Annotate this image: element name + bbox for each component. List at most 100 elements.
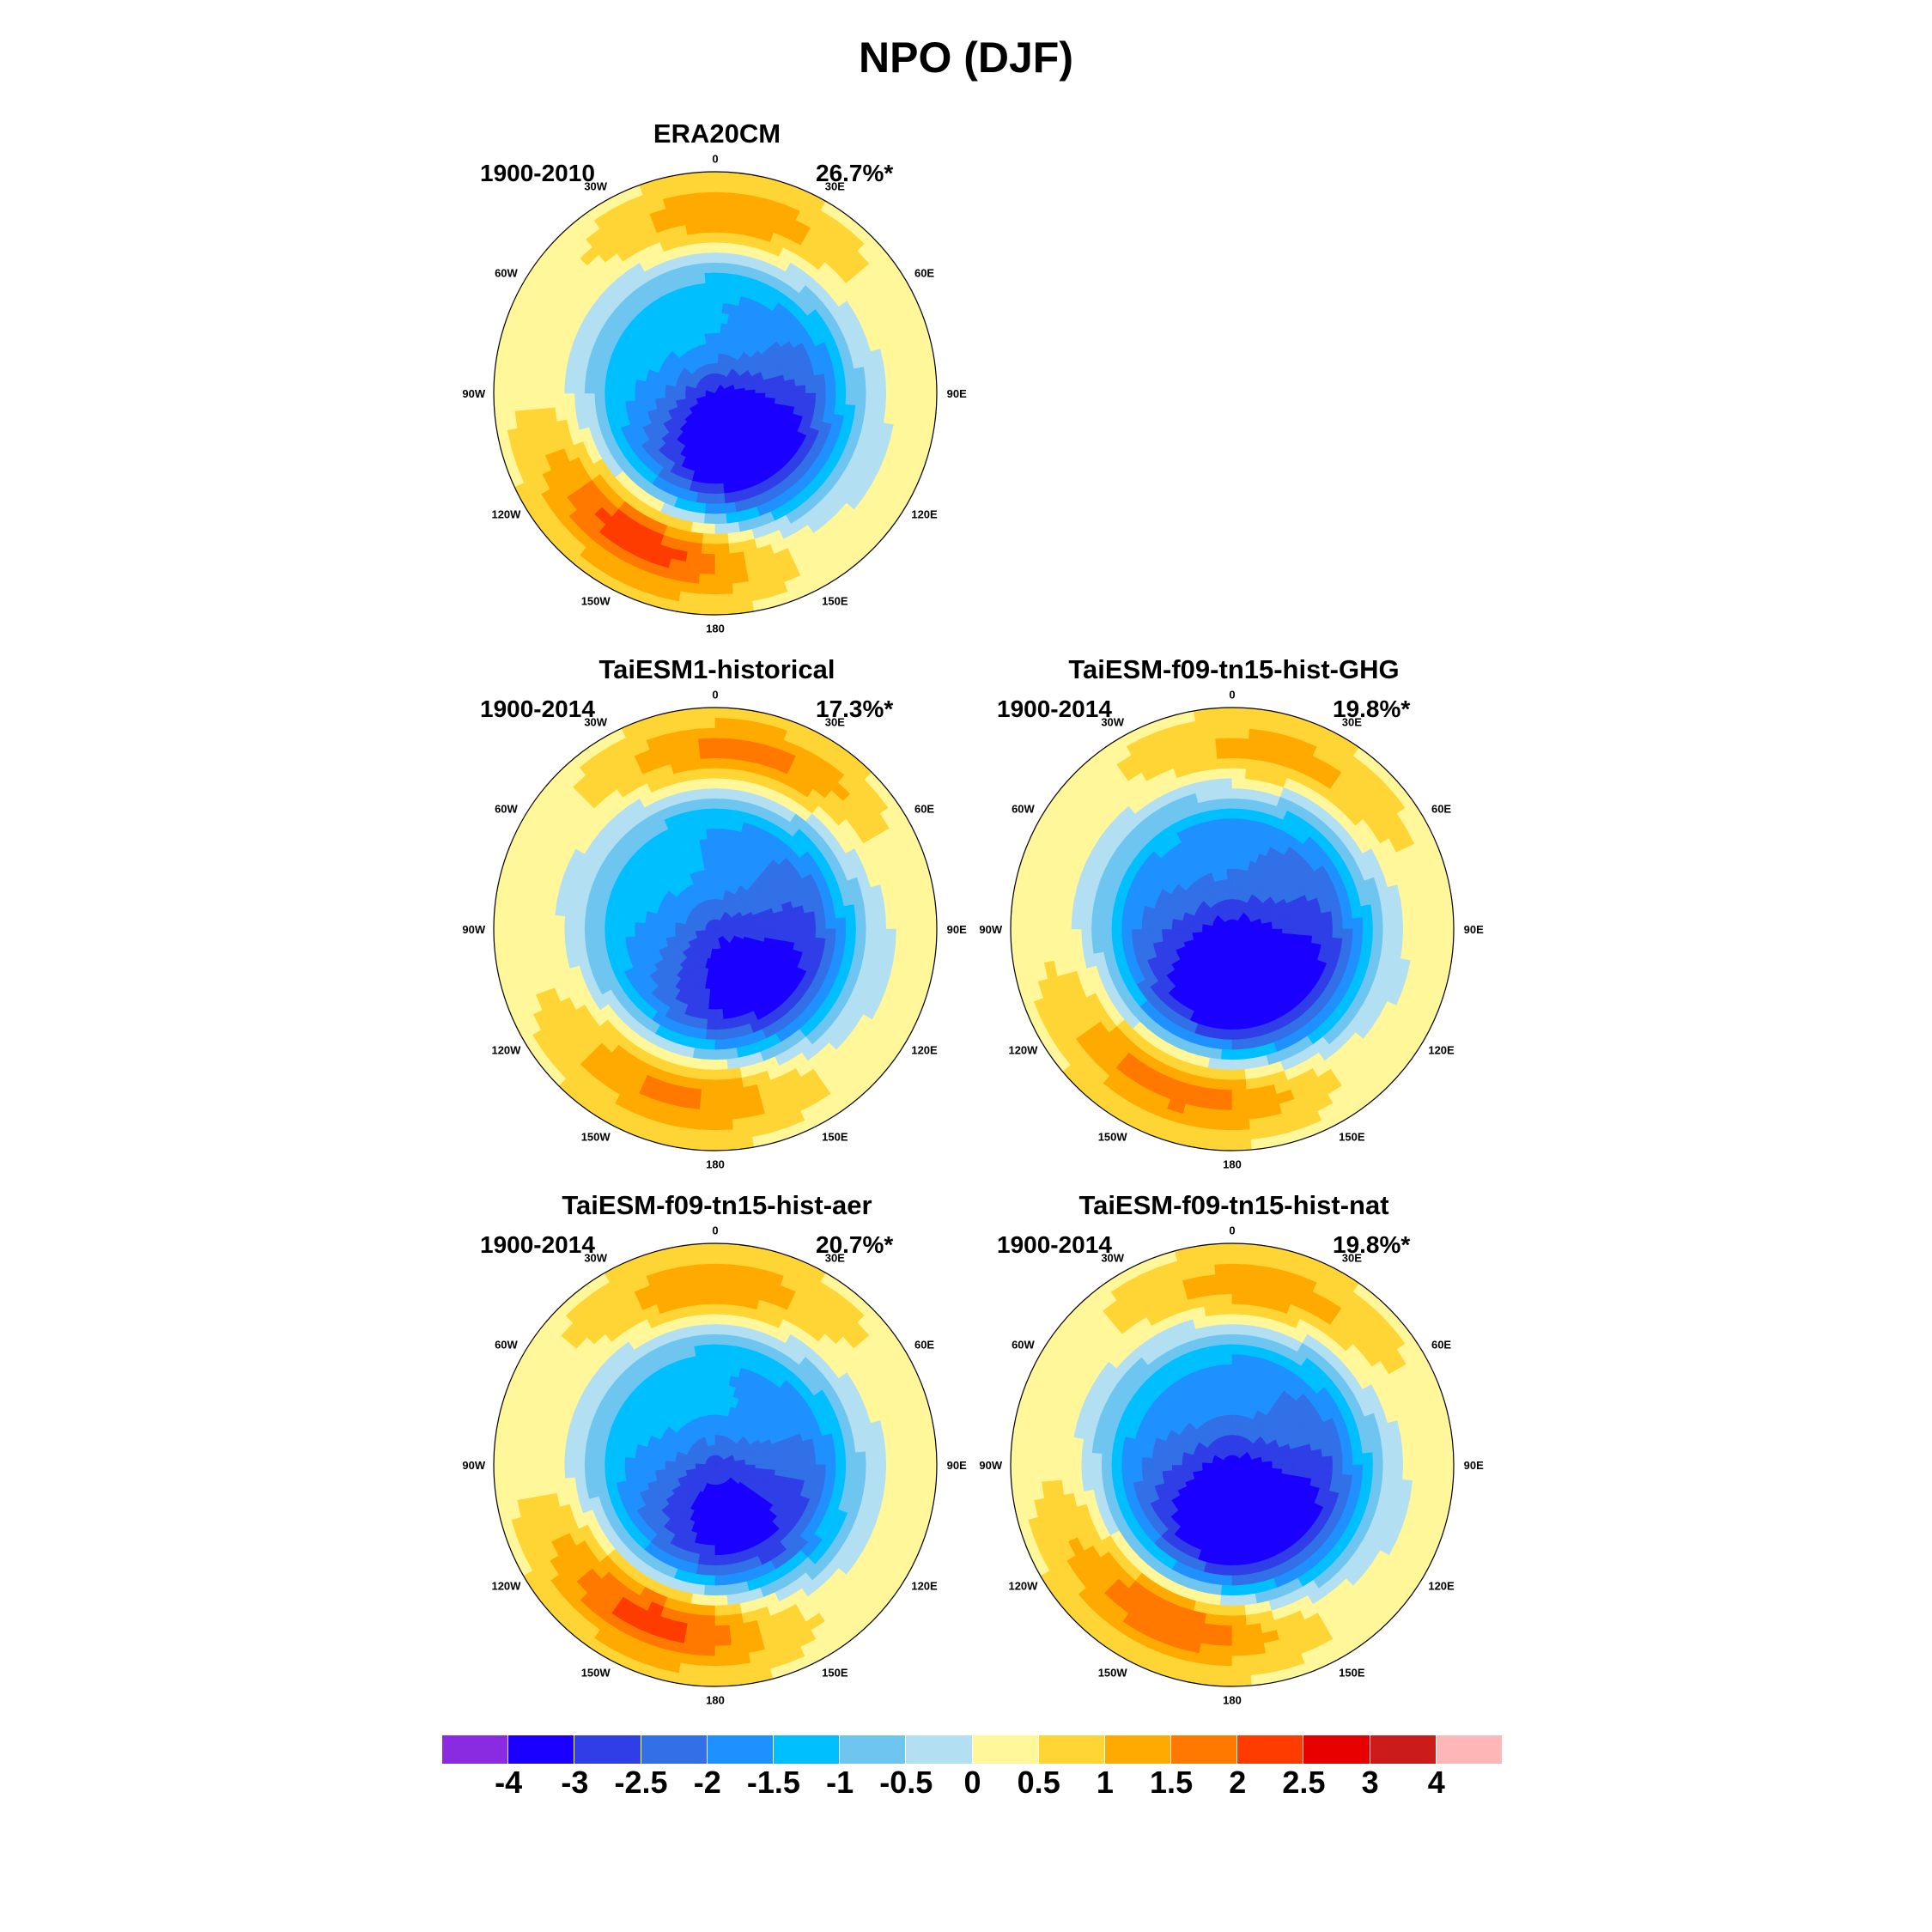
longitude-label: 120W [491,508,521,521]
longitude-label: 90W [979,1459,1002,1472]
polar-map: 180 150W 150E 120W 120E 90W 90E 60W 60E 30W 30E 0 [462,689,967,1170]
longitude-label: 0 [1229,689,1235,702]
longitude-label: 180 [1223,1157,1242,1170]
longitude-label: 180 [706,1693,725,1705]
field-shading [494,708,937,1151]
longitude-label: 180 [706,622,725,634]
colorbar-tick-label: 0 [963,1765,981,1800]
colorbar-box [442,1735,509,1764]
panel-title: TaiESM1-historical [598,654,835,684]
figure-title: NPO (DJF) [859,33,1073,82]
longitude-label: 150E [822,594,848,607]
polar-map: 180 150W 150E 120W 120E 90W 90E 60W 60E 30W 30E 0 [979,689,1484,1170]
colorbar-tick-label: -3 [561,1765,589,1800]
longitude-label: 30W [584,716,607,729]
panel-title: ERA20CM [653,118,781,149]
colorbar-tick-label: 1.5 [1150,1765,1194,1800]
colorbar-box [906,1735,973,1764]
longitude-label: 0 [712,1224,718,1237]
longitude-label: 120W [1008,1044,1038,1057]
colorbar-box [1237,1735,1304,1764]
polar-map: 180 150W 150E 120W 120E 90W 90E 60W 60E 30W 30E 0 [462,1224,967,1705]
map-panel-hist-ghg: TaiESM-f09-tn15-hist-GHG 1900-2014 19.8%… [959,654,1509,1170]
longitude-label: 30E [825,1252,845,1265]
colorbar-box [1171,1735,1238,1764]
colorbar-box [972,1735,1039,1764]
longitude-label: 60E [914,802,934,815]
panel-period: 1900-2014 [997,1231,1112,1258]
colorbar-box [1104,1735,1172,1764]
colorbar-tick-label: -2 [693,1765,721,1800]
panel-period: 1900-2010 [480,160,595,186]
longitude-label: 150E [822,1130,848,1143]
longitude-label: 150E [1339,1666,1365,1679]
panel-period: 1900-2014 [997,696,1112,722]
longitude-label: 90E [1464,1459,1484,1472]
longitude-label: 0 [1229,1224,1235,1237]
colorbar-box [1370,1735,1437,1764]
longitude-label: 150W [1098,1666,1128,1679]
panel-variance: 26.7%* [816,160,894,186]
longitude-label: 60W [1012,802,1035,815]
panel-variance: 17.3%* [816,696,894,722]
colorbar-box [508,1735,575,1764]
polar-map: 180 150W 150E 120W 120E 90W 90E 60W 60E 30W 30E 0 [979,1224,1484,1705]
longitude-label: 90W [462,387,485,400]
longitude-label: 90W [979,923,1002,936]
colorbar-box [1038,1735,1105,1764]
longitude-label: 120E [911,1580,938,1593]
longitude-label: 90E [947,923,967,936]
longitude-label: 30E [825,180,845,193]
colorbar-tick-label: -1 [826,1765,854,1800]
longitude-label: 60W [495,802,518,815]
longitude-label: 30W [584,1252,607,1265]
field-shading [494,1243,937,1686]
panel-variance: 19.8%* [1333,1231,1411,1258]
panel-title: TaiESM-f09-tn15-hist-nat [1078,1190,1389,1220]
field-shading [1011,708,1454,1151]
longitude-label: 30E [1342,716,1362,729]
longitude-label: 150E [822,1666,848,1679]
longitude-label: 150W [581,1130,611,1143]
map-panel-taiesm1-historical: TaiESM1-historical 1900-2014 17.3%* 180 1… [442,654,992,1170]
longitude-label: 90W [462,923,485,936]
colorbar-tick-label: 2.5 [1282,1765,1326,1800]
longitude-label: 30W [1101,716,1124,729]
map-boundary [493,1242,938,1687]
longitude-label: 120E [1428,1580,1455,1593]
panel-variance: 19.8%* [1333,696,1411,722]
map-panel-hist-nat: TaiESM-f09-tn15-hist-nat 1900-2014 19.8%… [959,1190,1509,1705]
longitude-label: 60W [495,1338,518,1351]
map-boundary [493,707,938,1151]
field-shading [1011,1243,1454,1686]
longitude-label: 120W [491,1580,521,1593]
colorbar-box [707,1735,774,1764]
colorbar-tick-label: -4 [495,1765,523,1800]
longitude-label: 90E [947,1459,967,1472]
longitude-label: 150E [1339,1130,1365,1143]
longitude-label: 90E [1464,923,1484,936]
longitude-label: 120E [911,1044,938,1057]
colorbar-tick-label: -0.5 [879,1765,933,1800]
colorbar-tick-label: -2.5 [614,1765,668,1800]
longitude-label: 150W [581,594,611,607]
longitude-label: 30W [1101,1252,1124,1265]
map-panel-hist-aer: TaiESM-f09-tn15-hist-aer 1900-2014 20.7%… [442,1190,992,1705]
longitude-label: 0 [712,153,718,166]
longitude-label: 30E [825,716,845,729]
longitude-label: 0 [712,689,718,702]
colorbar-tick-label: -1.5 [746,1765,800,1800]
colorbar-tick-label: 2 [1229,1765,1247,1800]
longitude-label: 90W [462,1459,485,1472]
longitude-label: 150W [581,1666,611,1679]
longitude-label: 60E [914,1338,934,1351]
longitude-label: 120W [491,1044,521,1057]
longitude-label: 120E [911,508,938,521]
colorbar-box [773,1735,841,1764]
map-boundary [1010,1242,1455,1687]
colorbar [442,1735,1503,1764]
colorbar-box [641,1735,708,1764]
colorbar-tick-label: 0.5 [1017,1765,1060,1800]
colorbar-tick-label: 4 [1427,1765,1445,1800]
panel-title: TaiESM-f09-tn15-hist-GHG [1068,654,1400,684]
